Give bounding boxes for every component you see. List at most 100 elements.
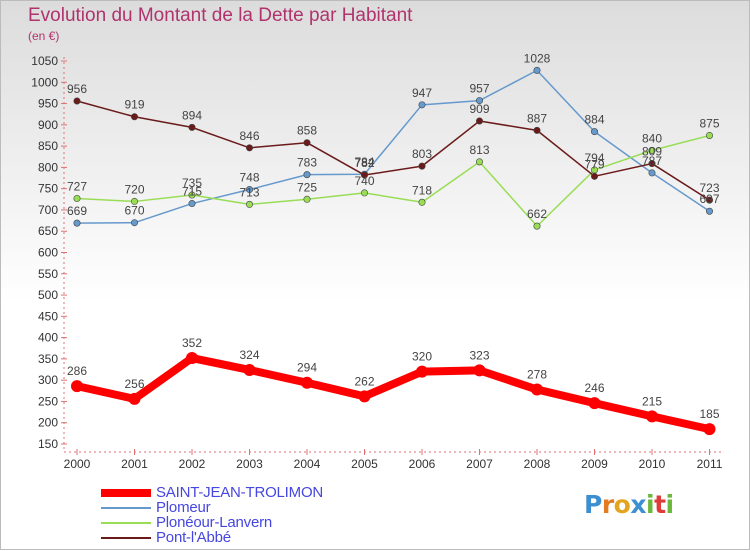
x-tick-label: 2001 xyxy=(121,457,148,471)
data-point xyxy=(646,410,658,423)
data-point xyxy=(416,365,428,378)
data-label: 727 xyxy=(67,179,87,193)
data-point xyxy=(303,195,311,203)
data-label: 887 xyxy=(527,111,547,125)
data-point xyxy=(131,197,139,205)
legend-swatch xyxy=(101,506,151,509)
data-label: 286 xyxy=(67,364,87,378)
data-label: 323 xyxy=(469,348,489,362)
data-point xyxy=(360,171,368,179)
data-label: 723 xyxy=(699,181,719,195)
data-label: 1028 xyxy=(524,51,551,65)
data-point xyxy=(303,139,311,147)
data-label: 246 xyxy=(584,381,604,395)
data-point xyxy=(418,198,426,206)
data-label: 185 xyxy=(699,407,719,421)
data-point xyxy=(705,196,713,204)
data-point xyxy=(246,186,254,194)
data-point xyxy=(301,376,313,389)
data-label: 858 xyxy=(297,124,317,138)
y-tick-label: 400 xyxy=(38,331,58,345)
legend-swatch xyxy=(101,488,151,497)
data-label: 740 xyxy=(354,174,374,188)
y-tick-label: 250 xyxy=(38,394,58,408)
y-tick-label: 900 xyxy=(38,118,58,132)
data-label: 713 xyxy=(239,185,259,199)
y-tick-label: 850 xyxy=(38,139,58,153)
data-point xyxy=(473,364,486,377)
y-tick-label: 200 xyxy=(38,416,58,430)
series-line xyxy=(76,134,711,227)
data-point xyxy=(188,123,196,131)
data-point xyxy=(705,207,713,215)
data-point xyxy=(588,397,601,410)
chart-title: Evolution du Montant de la Dette par Hab… xyxy=(28,5,413,26)
data-label: 294 xyxy=(297,361,317,375)
legend-swatch xyxy=(101,536,151,539)
logo-letter: x xyxy=(630,490,646,519)
x-tick-label: 2002 xyxy=(179,457,206,471)
data-label: 278 xyxy=(527,368,547,382)
data-point xyxy=(246,200,254,208)
data-label: 875 xyxy=(699,116,719,130)
data-label: 718 xyxy=(412,183,432,197)
logo-letter: o xyxy=(613,490,631,519)
data-label: 909 xyxy=(469,102,489,116)
series-line xyxy=(76,69,711,224)
data-point xyxy=(73,219,81,227)
y-tick-label: 1050 xyxy=(31,54,58,68)
y-tick-label: 700 xyxy=(38,203,58,217)
y-tick-label: 550 xyxy=(38,267,58,281)
data-point xyxy=(475,117,483,125)
y-tick-label: 650 xyxy=(38,224,58,238)
data-point xyxy=(131,219,139,227)
data-label: 783 xyxy=(297,156,317,170)
data-label: 352 xyxy=(182,336,202,350)
proxiti-logo: Proxiti xyxy=(584,490,674,519)
data-label: 884 xyxy=(584,113,604,127)
unit-label: (en €) xyxy=(28,29,60,43)
y-tick-label: 350 xyxy=(38,352,58,366)
x-tick-label: 2010 xyxy=(639,457,666,471)
logo-letter: i xyxy=(665,490,675,519)
data-label: 720 xyxy=(124,182,144,196)
data-point xyxy=(590,128,598,136)
x-tick-label: 2004 xyxy=(294,457,321,471)
data-label: 919 xyxy=(124,98,144,112)
data-point xyxy=(246,144,254,152)
data-point xyxy=(131,113,139,121)
x-tick-label: 2007 xyxy=(466,457,493,471)
x-tick-label: 2003 xyxy=(236,457,263,471)
data-label: 262 xyxy=(354,374,374,388)
y-tick-label: 450 xyxy=(38,309,58,323)
data-point xyxy=(360,189,368,197)
data-label: 784 xyxy=(354,155,374,169)
data-label: 794 xyxy=(584,151,604,165)
data-label: 715 xyxy=(182,185,202,199)
x-tick-label: 2008 xyxy=(524,457,551,471)
y-tick-label: 300 xyxy=(38,373,58,387)
data-point xyxy=(186,352,198,365)
data-point xyxy=(128,392,141,405)
legend-label: SAINT-JEAN-TROLIMON xyxy=(156,484,324,501)
data-label: 894 xyxy=(182,108,202,122)
x-tick-label: 2009 xyxy=(581,457,608,471)
data-point xyxy=(533,222,541,230)
data-label: 782 xyxy=(354,156,374,170)
data-point xyxy=(418,162,426,170)
data-label: 670 xyxy=(124,204,144,218)
data-label: 840 xyxy=(642,131,662,145)
data-point xyxy=(475,97,483,105)
x-tick-label: 2000 xyxy=(64,457,91,471)
data-point xyxy=(703,423,716,436)
y-tick-label: 750 xyxy=(38,182,58,196)
logo-letter: t xyxy=(654,490,666,519)
series-line xyxy=(76,100,711,201)
data-point xyxy=(475,158,483,166)
legend-label: Plomeur xyxy=(156,499,211,516)
data-point xyxy=(303,171,311,179)
logo-letter: P xyxy=(584,490,602,519)
data-label: 320 xyxy=(412,350,432,364)
